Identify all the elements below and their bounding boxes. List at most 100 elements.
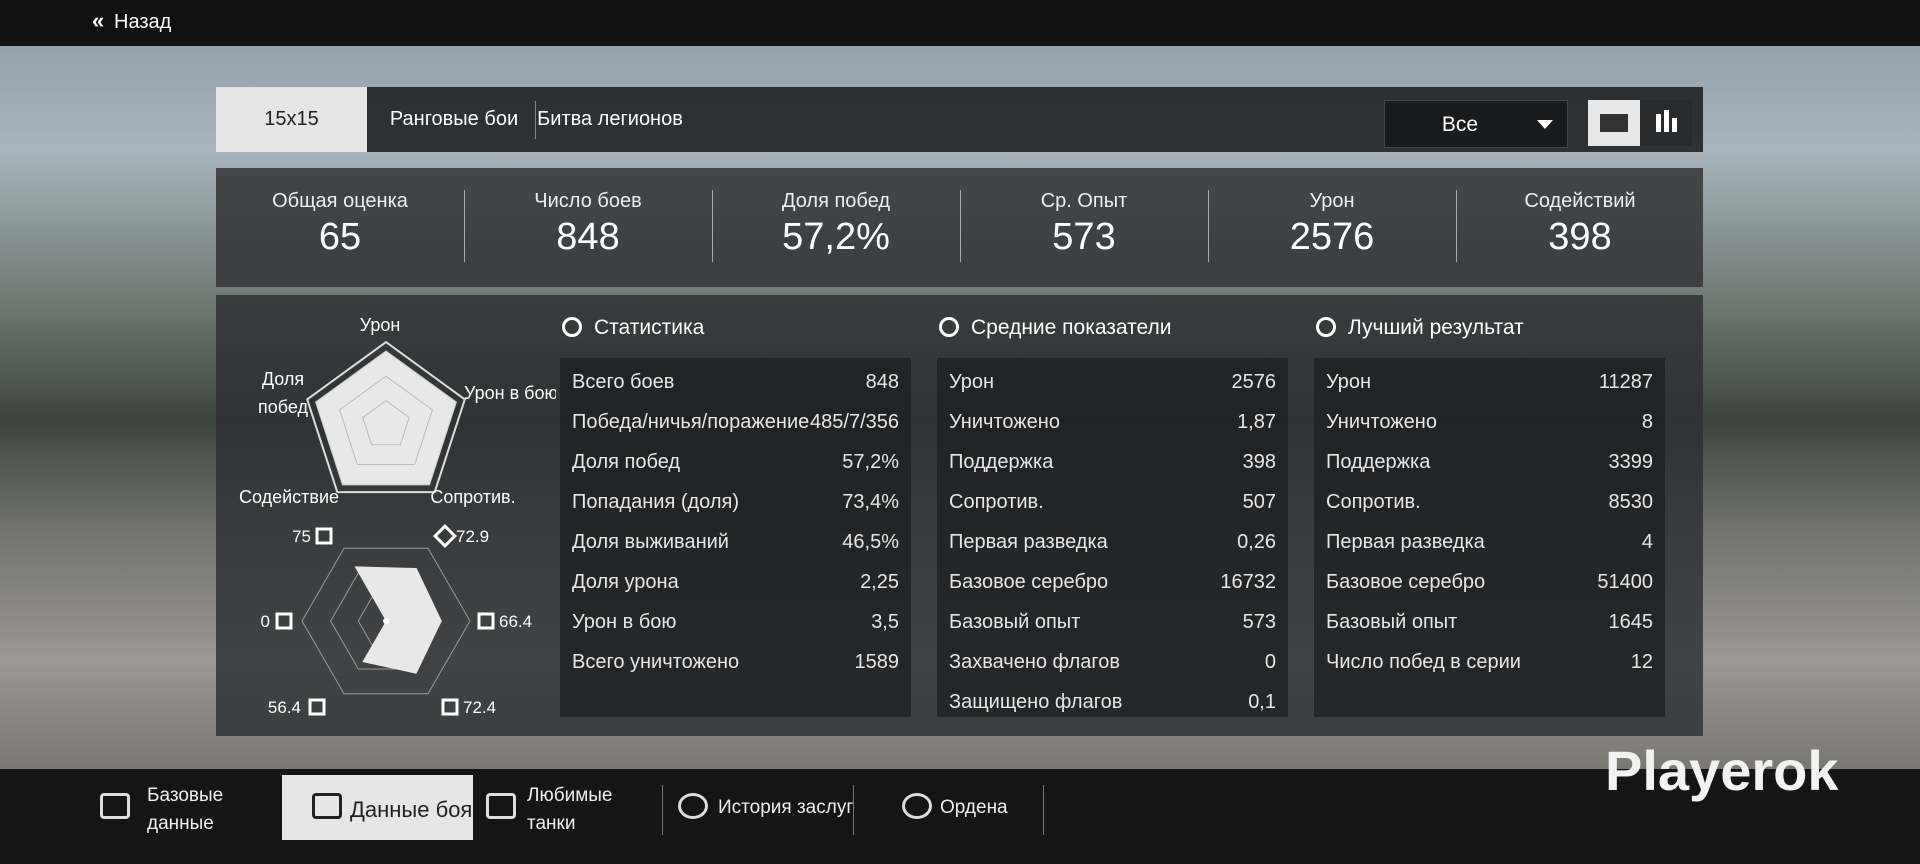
row-value: 2576 [1231, 370, 1277, 393]
hex-value-label: 72.4 [463, 698, 496, 717]
table-row: Победа/ничья/поражение 485/7/356 [572, 402, 899, 442]
stats-table: Урон 11287 Уничтожено 8 Поддержка 3399 Сопроти… [1314, 358, 1665, 717]
table-row: Базовый опыт 573 [949, 602, 1276, 642]
row-label: Урон [1326, 370, 1372, 393]
table-row: Доля выживаний 46,5% [572, 522, 899, 562]
radar-label-line: Доля [262, 369, 304, 389]
row-label: Базовое серебро [1326, 570, 1486, 593]
row-label: Базовый опыт [949, 610, 1081, 633]
hex-icon [308, 698, 326, 716]
row-value: 0,26 [1237, 530, 1276, 553]
radar-shape [315, 350, 457, 486]
summary-label: Доля побед [781, 190, 891, 212]
table-row: Урон в бою 3,5 [572, 602, 899, 642]
nav-item[interactable]: Любимые танки [527, 785, 613, 834]
row-value: 46,5% [842, 530, 899, 553]
separator [1208, 190, 1209, 262]
stats-table: Всего боев 848 Победа/ничья/поражение 485/7… [560, 358, 911, 717]
chart-view-button[interactable] [1640, 100, 1692, 146]
panel-icon [562, 317, 582, 337]
panel-icon [939, 317, 959, 337]
hex-value-label: 66.4 [499, 612, 532, 631]
radar-label: Урон в бою [464, 383, 556, 403]
summary-value: 848 [556, 216, 620, 258]
list-view-button[interactable] [1588, 100, 1640, 146]
panel-icon [1316, 317, 1336, 337]
list-icon [1600, 114, 1628, 132]
separator [1456, 190, 1457, 262]
separator [712, 190, 713, 262]
table-row: Сопротив. 8530 [1326, 482, 1653, 522]
tab-bar: Все 15x15 Ранговые бои Битва легионов [216, 87, 1703, 152]
row-label: Первая разведка [949, 530, 1108, 553]
radar-label-line: побед [258, 397, 308, 417]
radar-label: Урон [360, 315, 401, 335]
row-label: Уничтожено [949, 410, 1060, 433]
row-value: 4 [1641, 530, 1653, 553]
row-label: Первая разведка [1326, 530, 1485, 553]
stats-table: Урон 2576 Уничтожено 1,87 Поддержка 398 Сопрот… [937, 358, 1288, 717]
hex-value-label: 72.9 [456, 527, 489, 546]
chart-icon [1664, 110, 1669, 132]
row-label: Уничтожено [1326, 410, 1437, 433]
table-row: Доля урона 2,25 [572, 562, 899, 602]
table-row: Захвачено флагов 0 [949, 642, 1276, 682]
table-row: Базовый опыт 1645 [1326, 602, 1653, 642]
separator [662, 785, 663, 835]
row-label: Доля выживаний [572, 530, 729, 553]
row-value: 848 [865, 370, 899, 393]
summary-value: 65 [318, 216, 362, 258]
hex-grid [301, 547, 471, 695]
row-value: 573 [1242, 610, 1276, 633]
tab[interactable]: 15x15 [216, 87, 367, 152]
row-value: 0,1 [1248, 690, 1276, 713]
row-value: 1589 [854, 650, 900, 673]
row-value: 3,5 [871, 610, 899, 633]
row-label: Всего боев [572, 370, 675, 393]
radar-frame [306, 340, 466, 494]
nav-item[interactable]: Данные боя [350, 797, 473, 822]
radar-charts: Урон Урон в бою Сопротив. Содействие Доля поб… [239, 315, 556, 717]
row-value: 398 [1242, 450, 1276, 473]
separator [464, 190, 465, 262]
summary-value: 57,2% [782, 216, 890, 258]
chart-icon [1656, 114, 1661, 132]
table-row: Доля побед 57,2% [572, 442, 899, 482]
nav-item[interactable]: История заслуг [718, 797, 854, 818]
radar-label: Доля побед [258, 369, 308, 417]
hex-icon [275, 612, 293, 630]
row-value: 485/7/356 [810, 410, 899, 433]
nav-icon [678, 793, 708, 819]
back-icon[interactable]: « [92, 8, 105, 33]
nav-item[interactable]: Ордена [940, 797, 1008, 818]
table-row: Защищено флагов 0,1 [949, 682, 1276, 722]
back-button[interactable]: Назад [114, 11, 172, 33]
row-label: Победа/ничья/поражение [572, 410, 810, 433]
table-row: Базовое серебро 51400 [1326, 562, 1653, 602]
row-label: Всего уничтожено [572, 650, 740, 673]
tab[interactable]: Битва легионов [535, 87, 685, 152]
hex-icon [315, 527, 333, 545]
tab-label: Ранговые бои [389, 108, 519, 130]
table-row: Сопротив. 507 [949, 482, 1276, 522]
row-label: Доля побед [572, 450, 681, 473]
row-label: Доля урона [572, 570, 679, 593]
summary-label: Общая оценка [272, 190, 408, 212]
separator [853, 785, 854, 835]
row-value: 57,2% [842, 450, 899, 473]
nav-item[interactable]: Базовые данные [147, 785, 224, 834]
row-label: Сопротив. [949, 490, 1044, 513]
summary-label: Содействий [1524, 190, 1636, 212]
filter-dropdown[interactable]: Все [1384, 100, 1568, 148]
row-label: Базовое серебро [949, 570, 1109, 593]
row-label: Защищено флагов [949, 690, 1123, 713]
nav-icon [902, 793, 932, 819]
watermark: Playerok [1605, 739, 1839, 802]
table-row: Уничтожено 8 [1326, 402, 1653, 442]
row-value: 0 [1264, 650, 1276, 673]
hex-shape [354, 566, 442, 674]
nav-icon [100, 793, 130, 819]
row-value: 8 [1641, 410, 1653, 433]
tab[interactable]: Ранговые бои [389, 87, 519, 152]
